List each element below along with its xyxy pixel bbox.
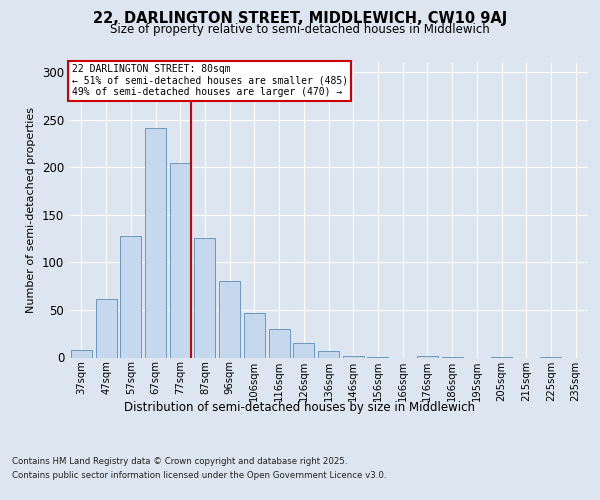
Bar [343, 356, 364, 358]
Bar [491, 356, 512, 358]
Bar [367, 356, 388, 358]
Bar [120, 236, 141, 358]
Bar [219, 282, 240, 358]
Bar [244, 313, 265, 358]
Y-axis label: Number of semi-detached properties: Number of semi-detached properties [26, 107, 37, 313]
Text: 22 DARLINGTON STREET: 80sqm
← 51% of semi-detached houses are smaller (485)
49% : 22 DARLINGTON STREET: 80sqm ← 51% of sem… [71, 64, 348, 97]
Text: 22, DARLINGTON STREET, MIDDLEWICH, CW10 9AJ: 22, DARLINGTON STREET, MIDDLEWICH, CW10 … [93, 11, 507, 26]
Bar [541, 356, 562, 358]
Bar [145, 128, 166, 358]
Text: Distribution of semi-detached houses by size in Middlewich: Distribution of semi-detached houses by … [125, 401, 476, 414]
Bar [293, 343, 314, 357]
Bar [95, 298, 116, 358]
Text: Contains public sector information licensed under the Open Government Licence v3: Contains public sector information licen… [12, 471, 386, 480]
Bar [442, 356, 463, 358]
Bar [269, 329, 290, 358]
Bar [318, 351, 339, 358]
Text: Contains HM Land Registry data © Crown copyright and database right 2025.: Contains HM Land Registry data © Crown c… [12, 458, 347, 466]
Bar [170, 164, 191, 358]
Text: Size of property relative to semi-detached houses in Middlewich: Size of property relative to semi-detach… [110, 23, 490, 36]
Bar [194, 238, 215, 358]
Bar [71, 350, 92, 358]
Bar [417, 356, 438, 358]
